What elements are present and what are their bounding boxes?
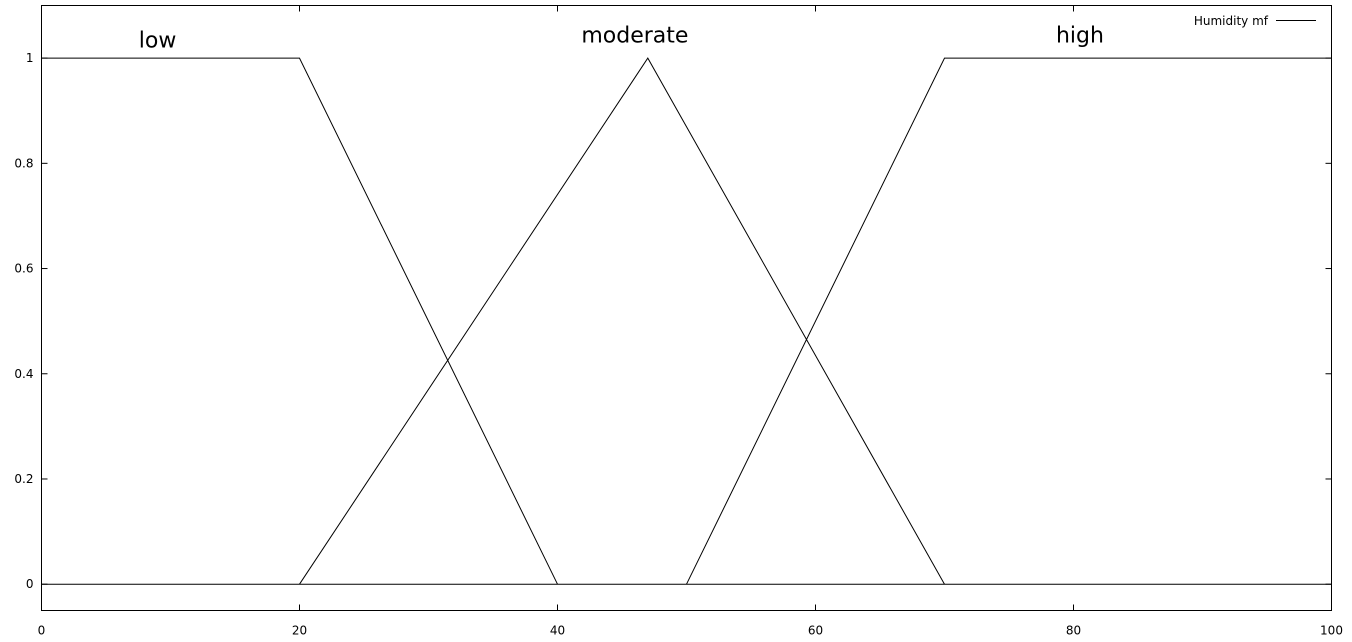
y-tick-label: 0.8 bbox=[14, 156, 33, 170]
x-tick-label: 0 bbox=[38, 624, 46, 638]
high-term-label: high bbox=[1056, 23, 1104, 48]
y-tick-label: 0.2 bbox=[14, 472, 33, 486]
x-axis: 0 20 40 60 80 100 bbox=[38, 5, 1343, 638]
y-tick-label: 0 bbox=[26, 577, 34, 591]
moderate-term-label: moderate bbox=[581, 23, 688, 48]
legend-label: Humidity mf bbox=[1194, 14, 1269, 28]
term-labels: low moderate high bbox=[139, 23, 1104, 53]
y-tick-label: 0.6 bbox=[14, 262, 33, 276]
legend: Humidity mf bbox=[1194, 14, 1316, 28]
x-tick-label: 40 bbox=[550, 624, 565, 638]
moderate-membership-line bbox=[299, 57, 945, 585]
low-membership-line bbox=[41, 57, 558, 585]
low-term-label: low bbox=[139, 29, 177, 54]
y-axis: 0 0.2 0.4 0.6 0.8 1 bbox=[14, 51, 1332, 591]
series-layer bbox=[41, 57, 1332, 585]
x-tick-label: 60 bbox=[808, 624, 823, 638]
x-tick-label: 80 bbox=[1066, 624, 1081, 638]
y-tick-label: 1 bbox=[26, 51, 34, 65]
plot-frame bbox=[41, 5, 1332, 611]
high-membership-line bbox=[686, 57, 1332, 585]
y-tick-label: 0.4 bbox=[14, 367, 33, 381]
x-tick-label: 100 bbox=[1320, 624, 1343, 638]
x-tick-label: 20 bbox=[292, 624, 307, 638]
